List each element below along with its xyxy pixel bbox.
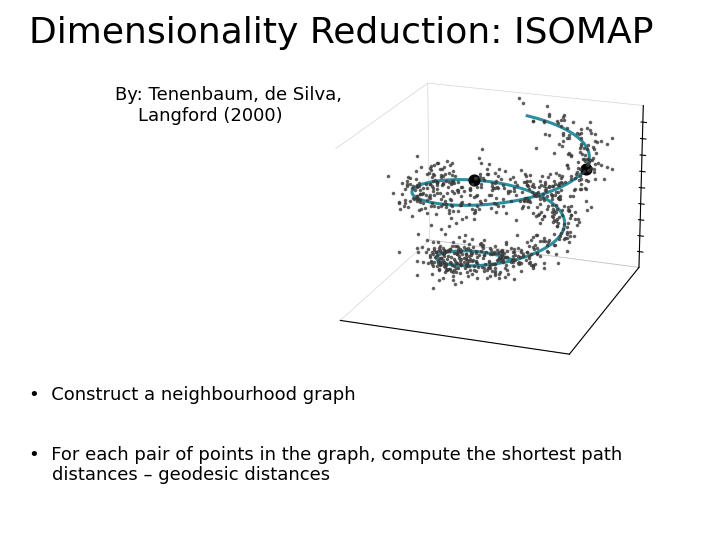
Text: •  For each pair of points in the graph, compute the shortest path
    distances: • For each pair of points in the graph, … xyxy=(29,446,622,484)
Text: •  Construct a neighbourhood graph: • Construct a neighbourhood graph xyxy=(29,386,356,404)
Text: Dimensionality Reduction: ISOMAP: Dimensionality Reduction: ISOMAP xyxy=(29,16,653,50)
Text: By: Tenenbaum, de Silva,
    Langford (2000): By: Tenenbaum, de Silva, Langford (2000) xyxy=(115,86,342,125)
